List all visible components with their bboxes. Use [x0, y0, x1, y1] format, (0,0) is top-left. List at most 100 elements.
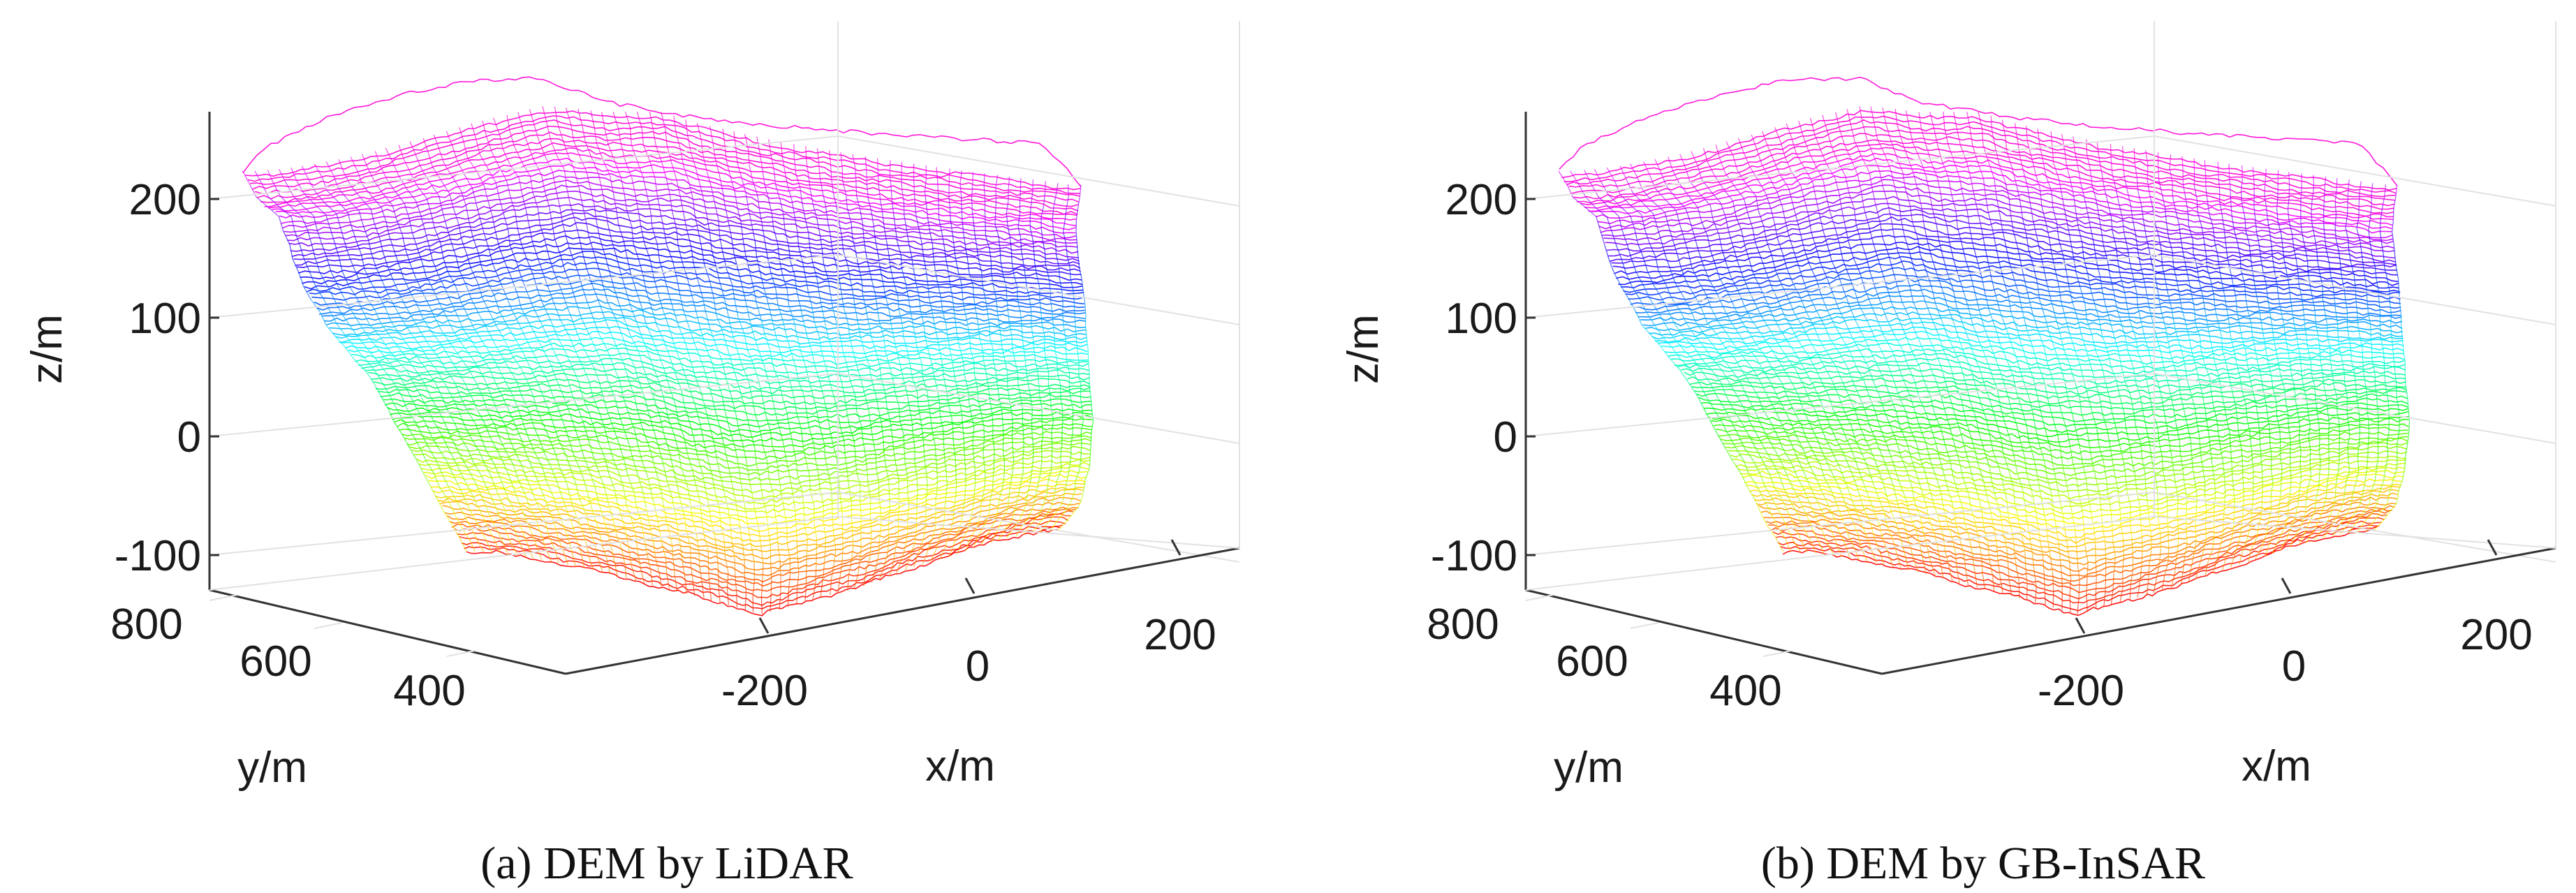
surface-col-segment: [788, 305, 795, 321]
surface-col-segment: [1999, 311, 2007, 328]
surface-col-segment: [1899, 426, 1907, 443]
surface-col-segment: [1006, 213, 1008, 226]
surface-col-segment: [686, 453, 693, 471]
surface-col-segment: [673, 115, 677, 133]
surface-col-segment: [545, 522, 550, 536]
surface-col-segment: [2314, 311, 2316, 324]
surface-col-segment: [1759, 331, 1769, 345]
surface-col-segment: [689, 327, 695, 345]
surface-col-segment: [2378, 302, 2381, 314]
surface-col-segment: [989, 248, 992, 261]
surface-col-segment: [940, 417, 944, 431]
surface-col-segment: [2252, 270, 2255, 284]
surface-col-segment: [969, 527, 978, 540]
surface-col-segment: [941, 363, 944, 377]
surface-col-segment: [464, 174, 473, 189]
surface-col-segment: [1613, 272, 1622, 287]
surface-col-segment: [1032, 239, 1035, 252]
surface-col-segment: [1057, 468, 1062, 481]
surface-col-segment: [404, 203, 410, 219]
surface-col-segment: [2167, 517, 2169, 532]
surface-col-segment: [982, 452, 985, 466]
surface-col-segment: [1860, 273, 1866, 290]
surface-col-segment: [663, 341, 671, 358]
surface-col-segment: [2082, 462, 2086, 480]
surface-col-segment: [1618, 216, 1623, 230]
surface-col-segment: [2272, 541, 2279, 554]
surface-col-segment: [2158, 518, 2161, 533]
surface-col-segment: [279, 195, 291, 207]
surface-col-segment: [1890, 219, 1895, 237]
surface-col-segment: [642, 461, 649, 478]
surface-col-segment: [751, 397, 756, 414]
surface-col-segment: [2337, 459, 2340, 473]
surface-col-segment: [2029, 203, 2033, 220]
surface-col-segment: [1914, 501, 1921, 517]
surface-col-segment: [2202, 295, 2205, 310]
surface-col-segment: [2006, 391, 2012, 408]
floor-back-edge: [209, 516, 839, 591]
surface-col-segment: [1863, 336, 1871, 351]
surface-col-segment: [2257, 417, 2260, 431]
surface-col-segment: [603, 316, 612, 334]
surface-col-segment: [484, 463, 492, 478]
surface-col-segment: [1730, 276, 1739, 292]
z-gridline: [2154, 373, 2556, 444]
surface-col-segment: [1772, 499, 1781, 513]
surface-col-segment: [1843, 290, 1850, 307]
surface-col-segment: [775, 288, 779, 305]
surface-col-segment: [872, 438, 876, 454]
surface-col-segment: [2387, 491, 2391, 503]
surface-col-segment: [2043, 268, 2048, 285]
surface-col-segment: [1074, 480, 1077, 492]
surface-col-segment: [2116, 381, 2121, 397]
surface-col-segment: [944, 457, 947, 471]
surface-col-segment: [1992, 451, 2000, 468]
surface-col-segment: [2028, 297, 2033, 315]
surface-col-segment: [1767, 396, 1776, 411]
surface-col-segment: [2067, 397, 2073, 414]
surface-col-segment: [1992, 132, 1996, 149]
surface-col-segment: [1909, 317, 1917, 334]
surface-col-segment: [2086, 319, 2093, 335]
surface-col-segment: [2376, 457, 2379, 469]
surface-col-segment: [1882, 186, 1888, 203]
surface-col-segment: [833, 535, 837, 551]
surface-col-segment: [1839, 128, 1845, 145]
surface-col-segment: [2061, 512, 2066, 529]
surface-col-segment: [642, 276, 647, 293]
surface-col-segment: [658, 448, 664, 464]
surface-col-segment: [1978, 433, 1985, 450]
surface-col-segment: [2080, 288, 2086, 304]
surface-col-segment: [370, 282, 380, 296]
surface-col-segment: [646, 292, 653, 309]
surface-col-segment: [520, 543, 527, 557]
surface-col-segment: [1773, 161, 1781, 175]
surface-col-segment: [1834, 228, 1840, 244]
surface-col-segment: [2161, 575, 2165, 591]
surface-col-segment: [743, 446, 747, 464]
surface-col-segment: [1661, 297, 1669, 311]
surface-col-segment: [661, 542, 667, 559]
surface-col-segment: [2068, 496, 2073, 514]
surface-col-segment: [1721, 370, 1730, 383]
surface-col-segment: [1758, 211, 1765, 226]
surface-col-segment: [2136, 177, 2139, 192]
surface-col-segment: [763, 182, 769, 198]
surface-col-segment: [795, 509, 797, 526]
surface-col-segment: [695, 533, 700, 550]
surface-col-segment: [1926, 332, 1935, 349]
surface-col-segment: [633, 366, 640, 383]
surface-col-segment: [1023, 524, 1031, 535]
surface-col-segment: [1909, 253, 1915, 270]
surface-col-segment: [443, 258, 449, 273]
surface-col-segment: [2098, 214, 2102, 230]
surface-col-segment: [1791, 383, 1799, 397]
surface-col-segment: [596, 142, 603, 160]
surface-col-segment: [1879, 551, 1885, 566]
surface-row-line: [275, 163, 1076, 230]
surface-col-segment: [1919, 545, 1924, 560]
surface-col-segment: [856, 195, 861, 210]
surface-col-segment: [1024, 495, 1028, 508]
surface-col-segment: [1849, 494, 1856, 509]
